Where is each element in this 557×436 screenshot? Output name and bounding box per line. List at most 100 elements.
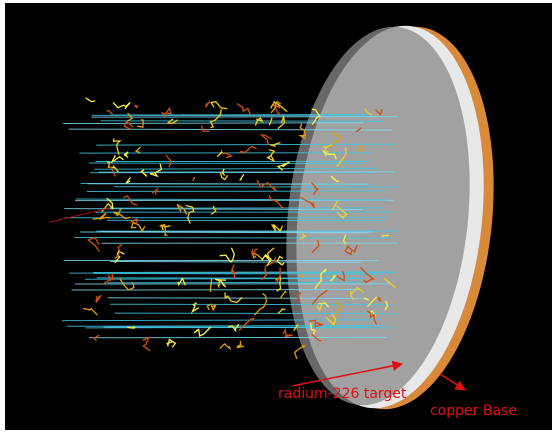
particle-track xyxy=(228,323,240,332)
particle-track xyxy=(271,223,284,232)
track xyxy=(71,289,361,291)
track xyxy=(107,297,365,299)
particle-track xyxy=(261,257,277,281)
particle-track xyxy=(92,334,100,342)
particle-track xyxy=(342,234,347,245)
particle-track xyxy=(151,187,159,195)
particle-track xyxy=(238,317,255,332)
particle-track xyxy=(109,166,117,177)
track xyxy=(100,231,375,233)
particle-track xyxy=(308,319,325,328)
particle-track xyxy=(134,104,139,109)
track xyxy=(96,143,396,146)
particle-track xyxy=(134,146,142,154)
particle-track xyxy=(309,323,316,335)
particle-track xyxy=(335,270,345,282)
particle-track xyxy=(298,272,305,278)
particle-track xyxy=(277,308,286,314)
particle-track xyxy=(364,108,373,116)
particle-track xyxy=(219,343,232,351)
particle-track xyxy=(377,297,382,302)
particle-track xyxy=(123,195,138,206)
particle-track xyxy=(275,277,282,292)
particle-track xyxy=(383,277,397,289)
track xyxy=(68,128,393,131)
track xyxy=(80,231,368,234)
particle-track xyxy=(330,175,340,182)
arrow xyxy=(291,360,404,387)
particle-track xyxy=(125,176,132,184)
particle-track xyxy=(219,172,229,181)
particle-track xyxy=(140,168,148,177)
particle-track xyxy=(114,243,123,260)
particle-track xyxy=(276,161,290,171)
particle-track xyxy=(161,107,172,118)
particle-track xyxy=(299,196,316,209)
base-label: copper Base xyxy=(430,403,517,419)
particle-track xyxy=(261,253,272,267)
particle-track xyxy=(299,233,307,240)
particle-track xyxy=(217,279,226,289)
particle-track xyxy=(149,163,163,178)
particle-track xyxy=(256,179,277,192)
particle-track xyxy=(310,182,319,195)
particle-track xyxy=(276,267,281,284)
track xyxy=(110,260,361,263)
particle-track xyxy=(129,217,138,225)
target-label: radium-226 target xyxy=(278,386,407,402)
particle-track xyxy=(270,100,288,113)
tracks-front xyxy=(62,97,400,360)
particle-track xyxy=(322,144,333,153)
particle-track xyxy=(360,267,375,284)
particle-track xyxy=(112,101,131,110)
particle-track xyxy=(282,328,293,338)
particle-track xyxy=(268,195,285,209)
particle-track xyxy=(330,274,338,282)
particle-track xyxy=(238,145,257,154)
particle-track xyxy=(106,161,119,173)
particle-track xyxy=(236,340,244,349)
particle-track xyxy=(311,108,321,126)
particle-track xyxy=(325,313,337,326)
particle-track xyxy=(123,151,129,158)
particle-track xyxy=(112,138,122,155)
particle-track xyxy=(239,173,245,181)
particle-track xyxy=(177,277,186,287)
particle-track xyxy=(381,234,390,237)
track xyxy=(64,208,364,211)
particle-track xyxy=(166,118,178,124)
particle-track xyxy=(127,326,136,329)
particle-track xyxy=(142,336,151,352)
particle-track xyxy=(314,268,327,290)
arrow xyxy=(439,373,466,391)
particle-track xyxy=(366,310,378,325)
particle-track xyxy=(318,302,330,308)
particle-track xyxy=(113,208,131,220)
particle-track xyxy=(259,134,272,145)
particle-track xyxy=(270,100,282,114)
particle-track xyxy=(216,151,223,158)
particle-track xyxy=(209,277,213,293)
track xyxy=(86,190,385,192)
particle-track xyxy=(311,333,322,342)
particle-track xyxy=(349,286,364,301)
particle-track xyxy=(311,289,328,305)
particle-track xyxy=(92,212,111,220)
track xyxy=(94,167,378,170)
particle-track xyxy=(253,293,268,316)
particle-track xyxy=(119,277,135,291)
particle-track xyxy=(356,144,364,154)
particle-track xyxy=(269,141,281,148)
particle-track xyxy=(363,297,370,301)
track xyxy=(110,113,372,116)
particle-track xyxy=(95,294,102,303)
particle-track xyxy=(266,247,275,258)
particle-track xyxy=(276,255,285,266)
particle-track xyxy=(214,278,227,288)
particle-track xyxy=(82,307,98,316)
particle-track xyxy=(236,102,251,116)
track xyxy=(88,162,363,165)
particle-track xyxy=(254,117,264,126)
track xyxy=(74,237,391,239)
